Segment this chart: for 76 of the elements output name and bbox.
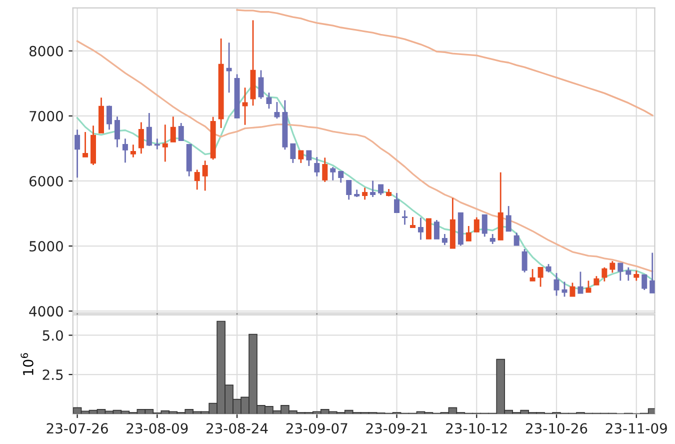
candlestick [114, 116, 120, 148]
x-tick-label: 23-08-09 [126, 423, 188, 434]
x-tick-label: 23-11-09 [606, 423, 667, 434]
candlestick [170, 116, 176, 143]
candlestick [570, 282, 576, 298]
candlestick [610, 260, 616, 274]
candlestick [642, 274, 648, 291]
y-tick-label: 2.5 [42, 369, 63, 380]
candlestick [562, 281, 568, 298]
candlestick [202, 160, 208, 192]
candlestick [322, 156, 328, 183]
candlestick [178, 122, 184, 142]
candlestick [474, 216, 480, 233]
y-tick-label: 7000 [30, 110, 63, 122]
candlestick [538, 266, 544, 288]
candlestick [138, 122, 144, 154]
x-tick-label: 23-10-12 [446, 423, 507, 434]
candlestick [378, 184, 384, 196]
candlestick [330, 166, 336, 182]
candlestick [266, 92, 272, 110]
candlestick [290, 142, 296, 164]
x-tick-label: 23-09-21 [366, 423, 428, 434]
candlestick [74, 128, 80, 178]
candlestick [346, 180, 352, 200]
candlestick [522, 248, 528, 274]
candlestick [554, 272, 560, 296]
y-tick-label: 4000 [29, 306, 63, 317]
candlestick [530, 268, 536, 282]
candlestick [146, 112, 152, 147]
candlestick [154, 138, 160, 150]
candlestick [370, 180, 376, 198]
candlestick [426, 218, 432, 240]
candlestick [82, 131, 88, 158]
candlestick [650, 252, 655, 294]
candlestick [490, 233, 496, 245]
y-axis-title: 10$^{6}$ [20, 353, 34, 375]
x-tick-label: 23-07-26 [46, 423, 108, 434]
candlestick [338, 170, 344, 184]
candlestick [634, 270, 640, 282]
candlestick [106, 104, 112, 130]
candlestick [618, 262, 624, 282]
candlestick [314, 156, 320, 178]
candlestick [130, 144, 136, 158]
candlestick [122, 138, 128, 164]
candlestick [410, 216, 416, 228]
y-tick-label: 5.0 [42, 330, 63, 341]
candlestick [514, 232, 520, 246]
y-tick-label: 8000 [29, 46, 63, 56]
candlestick [274, 101, 280, 120]
candlestick [258, 70, 264, 100]
candlestick [626, 266, 632, 282]
candlestick [242, 86, 248, 126]
y-tick-label: 5000 [30, 241, 63, 252]
candlestick [226, 42, 232, 94]
candlestick [298, 150, 304, 164]
x-tick-label: 23-10-26 [526, 423, 588, 434]
candlestick [482, 214, 488, 238]
y-tick-label: 6000 [29, 176, 63, 186]
candlestick [402, 210, 408, 226]
candlestick [466, 225, 472, 242]
candlestick [578, 271, 584, 294]
candlestick [506, 205, 512, 232]
candlestick [306, 150, 312, 167]
candlestick [602, 266, 608, 282]
candlestick [194, 168, 200, 190]
candlestick [434, 219, 440, 240]
candlestick [442, 233, 448, 246]
candlestick [586, 280, 592, 294]
x-tick-label: 23-09-07 [286, 423, 348, 434]
line-series [76, 40, 654, 272]
line-series [236, 9, 654, 116]
candlestick [394, 192, 400, 214]
candlestick [418, 216, 424, 240]
candlestick [162, 124, 168, 162]
candlestick [362, 186, 368, 200]
x-tick-label: 23-08-24 [206, 423, 268, 434]
